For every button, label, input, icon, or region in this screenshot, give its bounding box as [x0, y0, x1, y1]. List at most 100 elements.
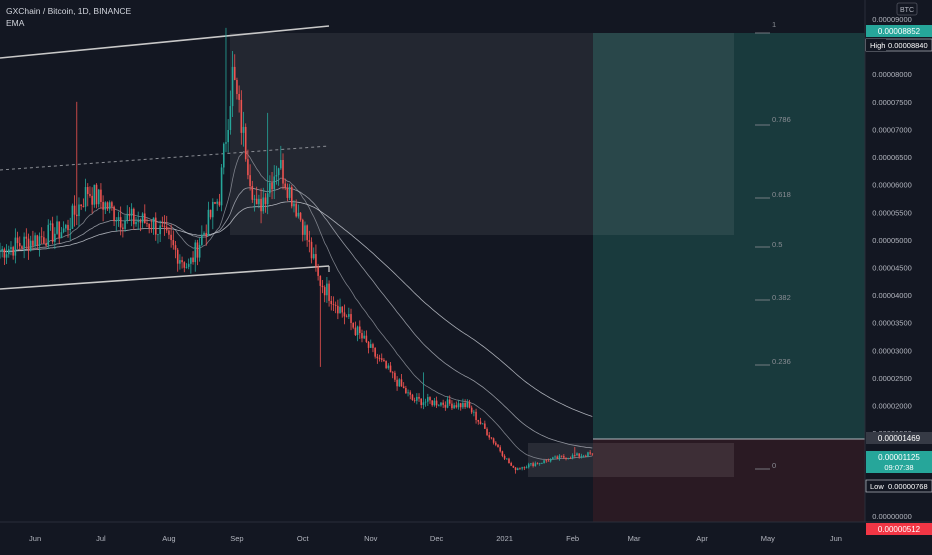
candle-body: [198, 244, 201, 258]
price-tick-label: 0.00006000: [872, 181, 912, 190]
candle-body: [176, 249, 179, 264]
support-rectangle[interactable]: [528, 443, 734, 477]
channel-mid-line[interactable]: [0, 145, 330, 171]
symbol-title[interactable]: GXChain / Bitcoin, 1D, BINANCE: [6, 6, 132, 16]
price-tick-label: 0.00004500: [872, 264, 912, 273]
time-tick-label: Oct: [297, 534, 310, 543]
candle-body: [569, 458, 572, 459]
target-zone[interactable]: [593, 33, 865, 439]
candle-body: [128, 214, 131, 216]
candle-body: [247, 159, 249, 176]
candle-body: [97, 189, 100, 205]
candle-body: [543, 460, 545, 464]
currency-badge[interactable]: [896, 2, 918, 16]
resistance-rectangle[interactable]: [230, 33, 734, 235]
candle-body: [49, 223, 52, 225]
candle-body: [556, 456, 559, 459]
price-tick-label: 0.00006500: [872, 153, 912, 162]
candle-body: [36, 235, 39, 247]
candle-body: [229, 106, 232, 130]
price-tick-label: 0.00003000: [872, 346, 912, 355]
candle-body: [299, 212, 302, 220]
candle-body: [407, 392, 409, 394]
candle-body: [141, 213, 144, 223]
candle-body: [352, 322, 355, 328]
low-tag-label: Low: [870, 482, 884, 491]
candle-body: [475, 411, 477, 420]
candle-body: [319, 275, 322, 286]
candle-body: [376, 356, 379, 359]
candle-body: [358, 326, 361, 334]
candle-body: [207, 209, 210, 236]
candle-body: [23, 236, 25, 249]
candle-body: [492, 438, 495, 443]
candle-body: [119, 217, 122, 228]
candle-body: [82, 206, 85, 207]
candle-body: [183, 262, 186, 268]
candle-body: [545, 460, 548, 462]
candle-body: [69, 228, 72, 231]
currency-badge-label: BTC: [900, 7, 914, 14]
price-tick-label: 0.00008000: [872, 70, 912, 79]
candle-body: [89, 194, 91, 196]
candle-body: [466, 401, 469, 408]
candle-body: [172, 240, 175, 246]
time-tick-label: 2021: [496, 534, 513, 543]
candle-body: [54, 233, 56, 242]
fibonacci-levels[interactable]: 1 0.786 0.618 0.5 0.382 0.236 0: [755, 20, 791, 470]
fib-label-0382: 0.382: [772, 293, 791, 302]
candle-body: [286, 188, 289, 198]
candle-body: [148, 223, 150, 229]
candle-body: [541, 463, 543, 464]
candle-body: [354, 327, 357, 336]
candle-body: [405, 388, 407, 394]
stop-zone[interactable]: [593, 439, 865, 522]
candle-body: [95, 184, 98, 205]
candle-body: [209, 209, 212, 218]
ema-line-20[interactable]: [0, 151, 593, 461]
candle-body: [462, 402, 464, 408]
candle-body: [532, 463, 534, 467]
candle-body: [457, 403, 460, 408]
candle-body: [284, 183, 287, 189]
candle-body: [161, 225, 164, 227]
candle-body: [552, 457, 554, 460]
candle-body: [137, 220, 140, 222]
indicator-label[interactable]: EMA: [6, 18, 25, 28]
candle-body: [519, 468, 521, 470]
time-tick-label: Apr: [696, 534, 708, 543]
ema-line-50[interactable]: [0, 187, 593, 449]
candle-body: [115, 220, 118, 222]
candle-body: [108, 202, 111, 210]
candle-body: [242, 126, 245, 133]
candle-body: [343, 312, 346, 317]
price-tick-label: 0.00005000: [872, 236, 912, 245]
candle-body: [356, 326, 359, 336]
candle-body: [60, 232, 63, 239]
candle-body: [240, 99, 243, 133]
channel-lower-line[interactable]: [0, 265, 330, 290]
candle-body: [0, 251, 1, 252]
fib-label-05: 0.5: [772, 240, 782, 249]
candle-body: [12, 247, 14, 256]
candle-body: [464, 402, 466, 408]
candle-body: [32, 240, 34, 246]
channel-upper-line[interactable]: [0, 25, 330, 59]
candle-body: [554, 456, 556, 458]
candle-body: [21, 246, 23, 249]
price-tick-label: 0.00002000: [872, 402, 912, 411]
candle-body: [104, 202, 107, 210]
candlesticks[interactable]: [0, 27, 594, 474]
candle-body: [345, 316, 348, 318]
candle-body: [567, 458, 570, 459]
candle-body: [185, 266, 188, 268]
candle-body: [446, 399, 449, 408]
price-tick-label: 0.00007000: [872, 125, 912, 134]
chart-legend[interactable]: GXChain / Bitcoin, 1D, BINANCE EMA: [6, 5, 131, 29]
candle-body: [560, 455, 563, 457]
candle-body: [444, 404, 447, 408]
candle-body: [451, 403, 453, 409]
time-axis[interactable]: Jun Jul Aug Sep Oct Nov Dec 2021 Feb Mar Apr May Jun: [0, 521, 932, 543]
